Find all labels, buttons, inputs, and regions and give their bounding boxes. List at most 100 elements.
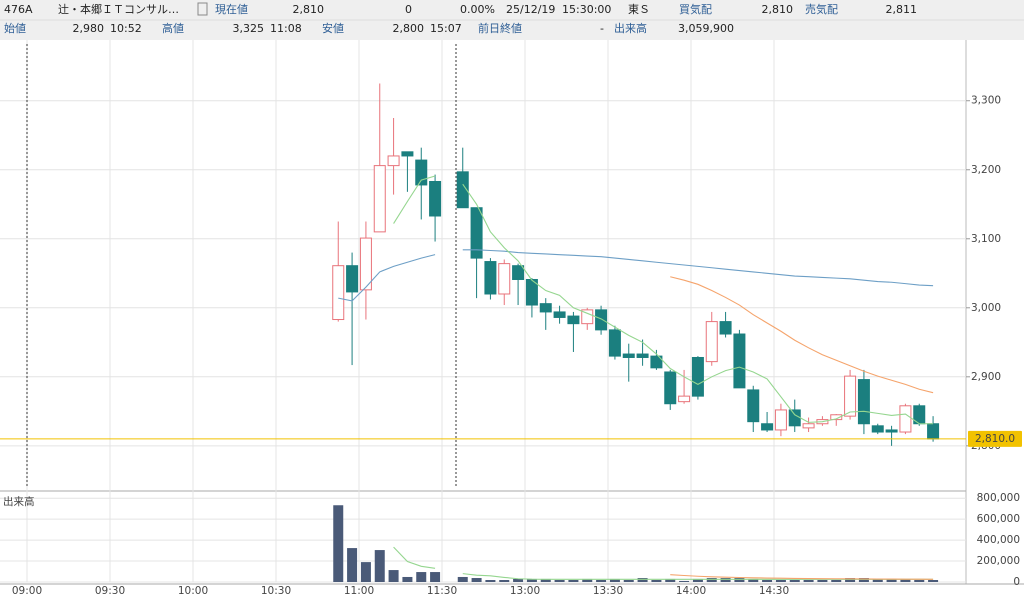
indicator-line <box>462 249 934 287</box>
volume-bar <box>609 578 620 582</box>
volume-bar <box>679 580 690 582</box>
volume-bar <box>734 578 745 582</box>
volume-bar <box>928 580 939 582</box>
value: 11:08 <box>270 22 302 35</box>
code: 476A <box>4 3 33 16</box>
volume-bar <box>831 580 842 582</box>
x-tick-label: 10:30 <box>261 585 291 597</box>
candle-body <box>346 265 359 293</box>
volume-bar <box>457 576 468 582</box>
volume-bar <box>485 580 496 582</box>
volume-bar <box>623 580 634 582</box>
value: 15:07 <box>430 22 462 35</box>
x-tick-label: 09:00 <box>12 585 42 597</box>
candle-body <box>581 309 594 325</box>
x-tick-label: 13:30 <box>593 585 623 597</box>
volume-bar <box>900 578 911 582</box>
volume-bar <box>748 578 759 582</box>
volume-bar <box>333 505 344 582</box>
volume-bar <box>347 548 358 582</box>
y-tick-label: 200,000 <box>977 555 1020 567</box>
indicator-line <box>338 254 436 302</box>
volume-bar <box>845 578 856 582</box>
candle-body <box>774 409 787 431</box>
label: 安値 <box>322 21 344 35</box>
x-tick-label: 10:00 <box>178 585 208 597</box>
candle-body <box>705 321 718 363</box>
indicator-line <box>670 276 934 394</box>
volume-bar <box>762 580 773 582</box>
candle-body <box>733 333 746 389</box>
volume-bar <box>692 578 703 582</box>
candle-body <box>871 425 884 433</box>
y-tick-label: 3,300 <box>971 95 1001 107</box>
value: 東Ｓ <box>628 3 650 16</box>
volume-bar <box>651 580 662 582</box>
volume-bar <box>803 580 814 582</box>
label: 現在値 <box>215 3 248 16</box>
candle-body <box>387 155 400 167</box>
y-tick-label: 3,200 <box>971 164 1001 176</box>
candle-body <box>373 165 386 233</box>
volume-bar <box>886 578 897 582</box>
candle-body <box>844 375 857 417</box>
value: 0.00% <box>460 3 495 16</box>
volume-bar <box>416 572 427 582</box>
x-tick-label: 14:00 <box>676 585 706 597</box>
volume-bar <box>872 578 883 582</box>
price-marker-label: 2,810.0 <box>975 433 1015 445</box>
label: 前日終値 <box>478 21 522 35</box>
candle-body <box>885 429 898 433</box>
x-tick-label: 11:30 <box>427 585 457 597</box>
indicator-line <box>393 175 436 224</box>
label: 出来高 <box>614 21 647 35</box>
volume-bar <box>513 578 524 582</box>
candle-body <box>678 395 691 403</box>
x-tick-label: 14:30 <box>759 585 789 597</box>
candle-body <box>830 414 843 421</box>
candle-body <box>553 311 566 318</box>
y-tick-label: 800,000 <box>977 492 1020 504</box>
value: 3,325 <box>233 22 265 35</box>
candle-body <box>456 171 469 209</box>
x-tick-label: 11:00 <box>344 585 374 597</box>
volume-bar <box>858 578 869 582</box>
candle-body <box>498 263 511 295</box>
candle-body <box>927 423 940 440</box>
candle-body <box>332 265 345 321</box>
volume-bar <box>430 572 441 582</box>
value: 2,810 <box>293 3 325 16</box>
x-tick-label: 09:30 <box>95 585 125 597</box>
y-tick-label: 600,000 <box>977 513 1020 525</box>
candle-body <box>359 237 372 291</box>
y-tick-label: 400,000 <box>977 534 1020 546</box>
candle-body <box>595 309 608 331</box>
volume-bar <box>582 578 593 582</box>
candle-body <box>567 315 580 325</box>
candle-body <box>747 389 760 423</box>
volume-bar <box>706 578 717 582</box>
candle-body <box>470 207 483 259</box>
volume-bar <box>471 578 482 582</box>
label: 高値 <box>162 21 184 35</box>
value: 2,811 <box>886 3 918 16</box>
panel-label: 出来高 <box>3 495 35 508</box>
volume-bar <box>554 580 565 582</box>
candle-body <box>802 423 815 429</box>
price-marker <box>968 430 1022 447</box>
label: 売気配 <box>805 2 838 16</box>
volume-bar <box>526 578 537 582</box>
candle-body <box>429 180 442 217</box>
candle-body <box>691 356 704 397</box>
candle-body <box>622 353 635 358</box>
value: 10:52 <box>110 22 142 35</box>
candle-body <box>415 159 428 186</box>
y-tick-label: 2,900 <box>971 371 1001 383</box>
volume-bar <box>775 580 786 582</box>
value: 15:30:00 <box>562 3 611 16</box>
y-tick-label: 0 <box>1013 576 1020 588</box>
value: 0 <box>405 3 412 16</box>
candle-body <box>664 371 677 405</box>
value: 3,059,900 <box>678 22 734 35</box>
